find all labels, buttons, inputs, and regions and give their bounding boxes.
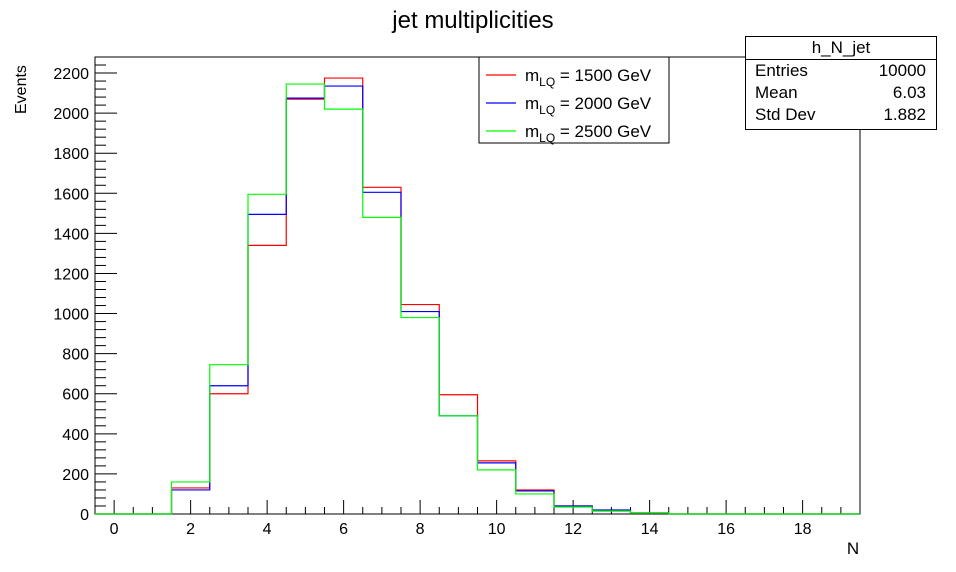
axes: 0 2 4 6 8 10 12 14 16 18 0 200 400 600 800 1000 1200 1400… (53, 56, 861, 538)
y-tick-label: 1200 (53, 266, 89, 283)
series-layer (95, 77, 860, 515)
y-tick-label: 200 (62, 467, 89, 484)
x-tick-label: 10 (488, 521, 506, 538)
y-tick-label: 2000 (53, 106, 89, 123)
stats-std-value: 1.882 (883, 105, 926, 124)
stats-entries-value: 10000 (878, 61, 926, 80)
x-tick-label: 2 (186, 521, 195, 538)
stats-row-stddev: Std Dev 1.882 (746, 104, 936, 126)
x-tick-label: 8 (416, 521, 425, 538)
x-tick-label: 18 (794, 521, 812, 538)
x-tick-label: 6 (339, 521, 348, 538)
x-tick-label: 12 (564, 521, 582, 538)
stats-mean-label: Mean (755, 83, 798, 102)
stats-histogram-name: h_N_jet (746, 37, 936, 60)
y-tick-label: 400 (62, 427, 89, 444)
stats-box: h_N_jet Entries 10000 Mean 6.03 Std Dev … (745, 36, 937, 130)
series-2500-line (95, 83, 860, 515)
x-tick-label: 14 (641, 521, 659, 538)
y-tick-label: 1000 (53, 307, 89, 324)
y-tick-label: 2200 (53, 66, 89, 83)
legend-frame (478, 56, 670, 144)
legend-entry: mLQ = 1500 GeV (525, 66, 652, 89)
y-tick-label: 1400 (53, 226, 89, 243)
stats-std-label: Std Dev (755, 105, 816, 124)
x-tick-label: 4 (263, 521, 272, 538)
stats-row-mean: Mean 6.03 (746, 82, 936, 104)
legend-entry: mLQ = 2000 GeV (525, 94, 652, 117)
chart-title: jet multiplicities (391, 7, 553, 34)
x-tick-label: 16 (717, 521, 735, 538)
y-axis-label: Events (13, 65, 30, 114)
x-tick-label: 0 (110, 521, 119, 538)
stats-row-entries: Entries 10000 (746, 60, 936, 82)
legend: mLQ = 1500 GeV mLQ = 2000 GeV mLQ = 2500 G… (478, 56, 670, 145)
y-tick-label: 1600 (53, 186, 89, 203)
y-tick-label: 0 (80, 507, 89, 524)
x-axis-label: N (847, 539, 859, 558)
y-tick-label: 800 (62, 347, 89, 364)
stats-mean-value: 6.03 (892, 83, 926, 102)
legend-entry: mLQ = 2500 GeV (525, 122, 652, 145)
stats-entries-label: Entries (755, 61, 808, 80)
y-tick-label: 600 (62, 387, 89, 404)
y-tick-label: 1800 (53, 146, 89, 163)
